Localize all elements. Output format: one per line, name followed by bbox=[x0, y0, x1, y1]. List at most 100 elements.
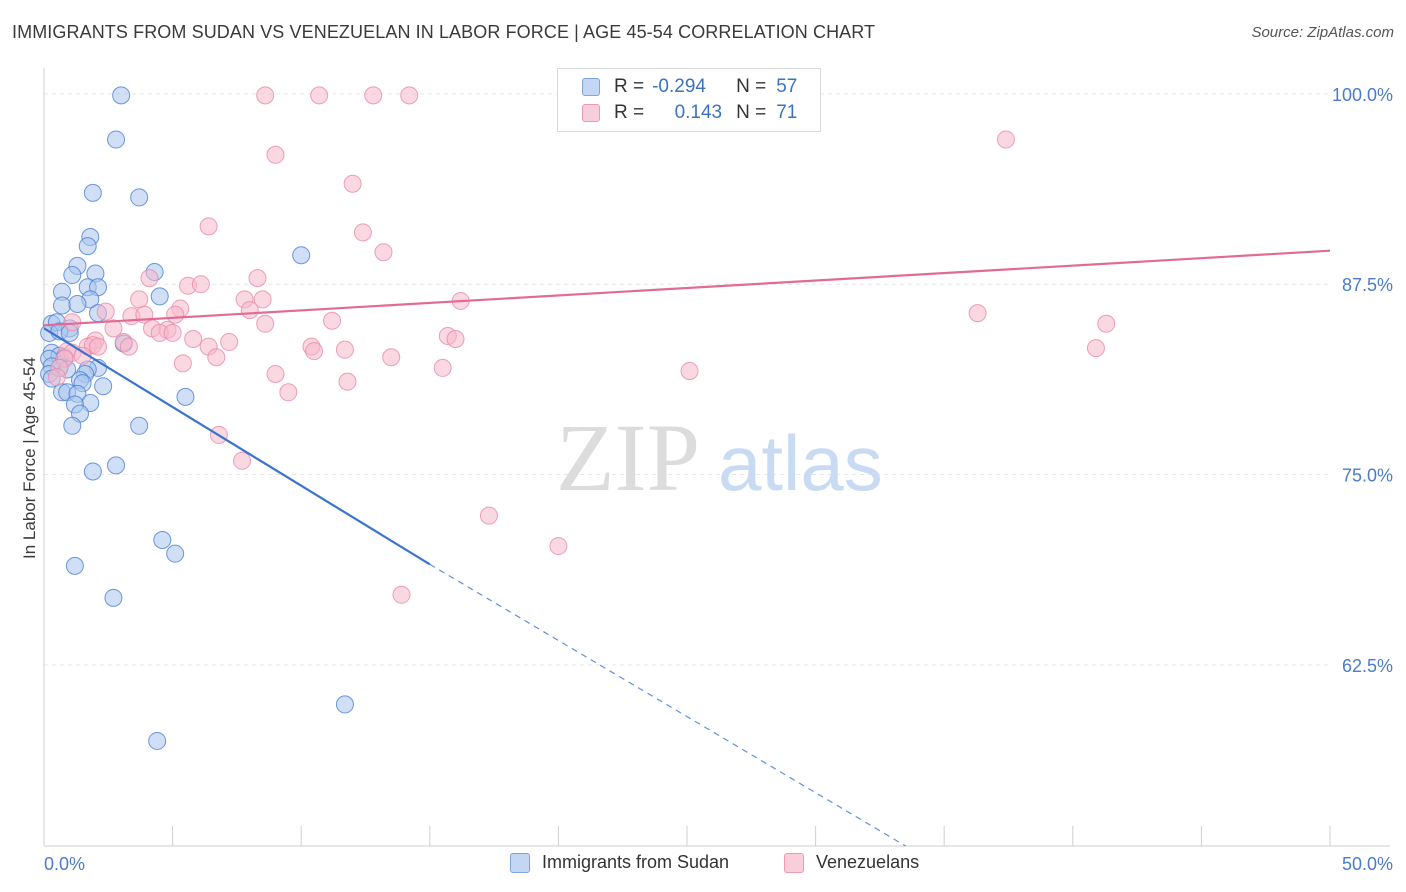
sudan-point bbox=[130, 416, 149, 435]
venezuelan-point bbox=[400, 86, 419, 105]
legend-r-label: R = bbox=[614, 102, 645, 123]
axes bbox=[43, 68, 1390, 847]
venezuelan-point bbox=[253, 290, 272, 309]
venezuelan-point bbox=[191, 275, 210, 294]
sudan-point bbox=[130, 188, 149, 207]
venezuelan-point bbox=[479, 506, 498, 525]
y-tick-label: 62.5% bbox=[1342, 656, 1393, 676]
venezuelan-point bbox=[256, 86, 275, 105]
sudan-point bbox=[292, 246, 311, 265]
legend-r-label: R = bbox=[614, 76, 645, 97]
venezuelan-point bbox=[335, 340, 354, 359]
x-tick-label: 0.0% bbox=[44, 854, 85, 874]
venezuelan-point bbox=[310, 86, 329, 105]
sudan-point bbox=[148, 731, 167, 750]
series-label-venezuelans: Venezuelans bbox=[816, 852, 920, 872]
series-swatch-venezuelans bbox=[784, 852, 804, 873]
venezuelan-point bbox=[130, 290, 149, 309]
series-swatch-sudan bbox=[510, 852, 530, 873]
sudan-point bbox=[112, 86, 131, 105]
legend-swatch-sudan bbox=[582, 78, 600, 96]
sudan-point bbox=[335, 695, 354, 714]
venezuelan-point bbox=[207, 348, 226, 367]
venezuelan-point bbox=[279, 383, 298, 402]
y-tick-label: 75.0% bbox=[1342, 466, 1393, 486]
watermark-atlas: atlas bbox=[718, 419, 883, 507]
sudan-point bbox=[104, 588, 123, 607]
series-legend: Immigrants from Sudan Venezuelans bbox=[0, 852, 1406, 878]
sudan-point bbox=[166, 544, 185, 563]
venezuelan-point bbox=[233, 451, 252, 470]
sudan-point bbox=[153, 530, 172, 549]
legend-r-value: -0.294 bbox=[652, 76, 706, 97]
venezuelan-point bbox=[266, 145, 285, 164]
venezuelan-point bbox=[353, 223, 372, 242]
series-legend-venezuelans: Venezuelans bbox=[784, 852, 919, 873]
venezuelan-point bbox=[680, 361, 699, 380]
sudan-point bbox=[107, 130, 126, 149]
venezuelan-point bbox=[305, 342, 324, 361]
venezuelan-trend-line bbox=[43, 249, 1331, 327]
venezuelan-point bbox=[364, 86, 383, 105]
chart-source: Source: ZipAtlas.com bbox=[1251, 24, 1394, 41]
venezuelan-point bbox=[549, 537, 568, 556]
sudan-point bbox=[63, 266, 82, 285]
venezuelan-point bbox=[140, 269, 159, 288]
watermark-zip: ZIP bbox=[556, 404, 700, 511]
tick-labels: 100.0% 87.5% 75.0% 62.5% 0.0% 50.0% bbox=[44, 85, 1393, 874]
series-legend-sudan: Immigrants from Sudan bbox=[510, 852, 729, 873]
x-tick-label: 50.0% bbox=[1342, 854, 1393, 874]
venezuelan-point bbox=[1097, 314, 1116, 333]
trend-lines bbox=[43, 249, 1331, 847]
venezuelan-point bbox=[343, 174, 362, 193]
venezuelan-point bbox=[996, 130, 1015, 149]
venezuelan-point bbox=[163, 323, 182, 342]
legend-n-value: 71 bbox=[776, 102, 798, 123]
venezuelan-point bbox=[968, 304, 987, 323]
venezuelan-point bbox=[248, 269, 267, 288]
series-label-sudan: Immigrants from Sudan bbox=[542, 852, 730, 872]
venezuelan-point bbox=[184, 330, 203, 349]
venezuelan-point bbox=[173, 354, 192, 373]
legend-n-label: N = bbox=[736, 76, 767, 97]
venezuelan-point bbox=[338, 372, 357, 391]
chart-title: IMMIGRANTS FROM SUDAN VS VENEZUELAN IN L… bbox=[12, 22, 876, 42]
sudan-point bbox=[176, 387, 195, 406]
y-tick-label: 87.5% bbox=[1342, 275, 1393, 295]
data-points bbox=[40, 86, 1116, 750]
venezuelan-point bbox=[446, 330, 465, 349]
venezuelan-point bbox=[89, 337, 108, 356]
legend-swatch-venezuelans bbox=[582, 104, 600, 122]
venezuelan-point bbox=[266, 365, 285, 384]
correlation-legend: R = -0.294 N = 57 R = 0.143 N = 71 bbox=[557, 68, 821, 132]
venezuelan-point bbox=[220, 333, 239, 352]
venezuelan-point bbox=[199, 217, 218, 236]
sudan-point bbox=[150, 287, 169, 306]
sudan-point bbox=[78, 237, 97, 256]
venezuelan-point bbox=[104, 319, 123, 338]
sudan-point bbox=[68, 294, 87, 313]
y-tick-label: 100.0% bbox=[1332, 85, 1393, 105]
venezuelan-point bbox=[240, 301, 259, 320]
legend-row-venezuelans: R = 0.143 N = 71 bbox=[582, 101, 797, 125]
venezuelan-point bbox=[374, 243, 393, 262]
sudan-trend-extension bbox=[429, 563, 906, 847]
legend-n-value: 57 bbox=[776, 76, 798, 97]
sudan-point bbox=[53, 296, 72, 315]
venezuelan-point bbox=[256, 314, 275, 333]
venezuelan-point bbox=[96, 302, 115, 321]
sudan-point bbox=[63, 416, 82, 435]
venezuelan-point bbox=[433, 358, 452, 377]
venezuelan-point bbox=[382, 348, 401, 367]
legend-n-label: N = bbox=[736, 102, 767, 123]
sudan-point bbox=[83, 462, 102, 481]
legend-r-value: 0.143 bbox=[674, 102, 723, 123]
legend-row-sudan: R = -0.294 N = 57 bbox=[582, 75, 797, 99]
sudan-point bbox=[83, 183, 102, 202]
venezuelan-point bbox=[1086, 339, 1105, 358]
sudan-point bbox=[107, 456, 126, 475]
sudan-point bbox=[94, 377, 113, 396]
watermark: ZIP atlas bbox=[556, 404, 883, 511]
sudan-trend-line bbox=[43, 327, 431, 566]
